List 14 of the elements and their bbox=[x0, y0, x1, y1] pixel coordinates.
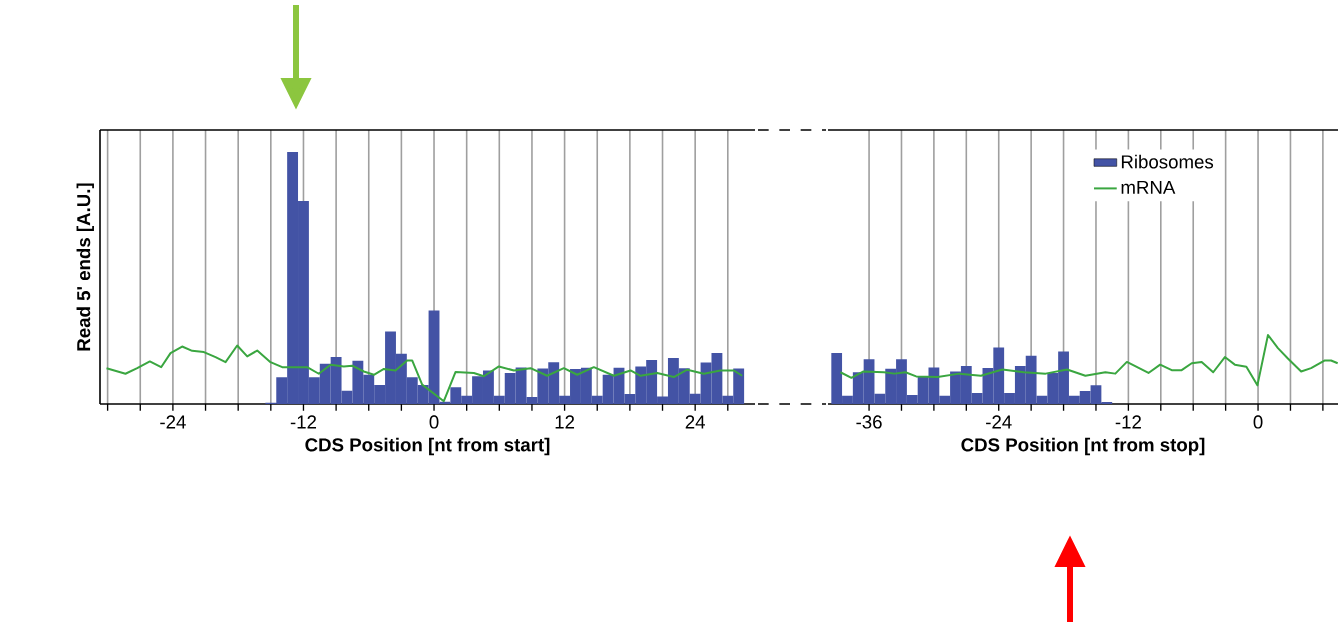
x-tick-label: -24 bbox=[160, 415, 186, 429]
x-tick-label: -36 bbox=[856, 415, 882, 429]
x-axis-title: CDS Position [nt from stop] bbox=[961, 437, 1205, 456]
x-tick-label: -12 bbox=[290, 415, 317, 429]
x-tick-label: -12 bbox=[1115, 415, 1141, 429]
x-tick-label: 0 bbox=[429, 415, 439, 429]
x-tick-label: 12 bbox=[555, 415, 575, 429]
legend-label: mRNA bbox=[1121, 180, 1176, 194]
x-axis-title: CDS Position [nt from start] bbox=[305, 437, 550, 456]
x-tick-label: 24 bbox=[685, 415, 705, 429]
y-axis-title: Read 5' ends [A.U.] bbox=[76, 183, 94, 351]
x-tick-label: -24 bbox=[986, 415, 1012, 429]
legend-label: Ribosomes bbox=[1121, 154, 1214, 169]
x-tick-label: 0 bbox=[1253, 415, 1263, 429]
